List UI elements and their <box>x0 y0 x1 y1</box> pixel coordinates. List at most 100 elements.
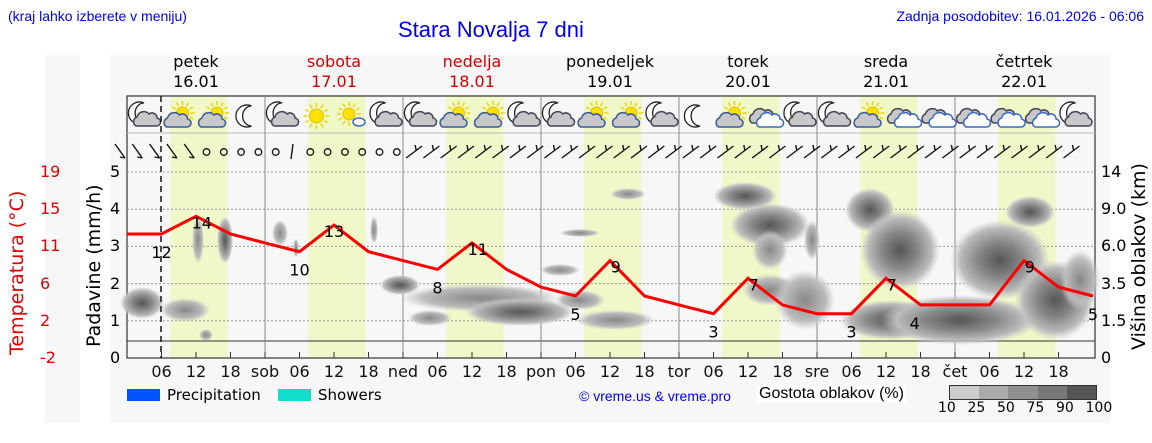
day-date: 17.01 <box>311 72 357 91</box>
day-date: 22.01 <box>1001 72 1047 91</box>
temperature-label: 5 <box>1088 305 1098 324</box>
x-tick-label: tor <box>668 362 691 381</box>
wind-barb-icon <box>699 144 717 159</box>
sun-cloud-icon <box>439 101 471 128</box>
tick-label: 15 <box>40 199 61 219</box>
tick-label: 14 <box>1101 162 1122 181</box>
wind-barb-icon <box>820 144 838 159</box>
moon-cloud-icon <box>127 101 162 127</box>
density-tick-label: 90 <box>1056 400 1074 416</box>
last-updated: Zadnja posodobitev: 16.01.2026 - 06:06 <box>896 8 1144 24</box>
moon-icon <box>683 104 701 128</box>
wind-barb-icon <box>526 144 544 159</box>
wind-barb-icon <box>803 144 821 159</box>
wind-barb-icon <box>578 144 596 159</box>
wind-barb-icon <box>838 144 856 159</box>
moon-cloud-icon <box>783 101 817 127</box>
x-tick-label: 12 <box>600 362 620 381</box>
wind-barbs-row <box>114 143 1080 160</box>
tick-label: 4 <box>110 199 121 219</box>
density-swatch <box>950 386 980 399</box>
tick-label: 6 <box>40 273 51 293</box>
wind-barb-icon <box>254 148 263 156</box>
cloud-density-label: Gostota oblakov (%) <box>757 385 906 403</box>
cloud-white-icon <box>955 107 992 128</box>
temperature-label: 4 <box>910 314 920 333</box>
wind-barb-icon <box>149 143 161 159</box>
density-tick-label: 75 <box>1026 400 1045 416</box>
x-tick-label: 12 <box>876 362 896 381</box>
x-tick-label: 06 <box>427 362 447 381</box>
wind-barb-icon <box>271 148 280 156</box>
sun-cloud-icon <box>197 101 229 128</box>
moon-cloud-icon <box>541 101 576 127</box>
day-header-3: ponedeljek 19.01 <box>541 52 679 92</box>
tick-label: 19 <box>40 162 61 181</box>
tick-label: 9.0 <box>1101 199 1127 219</box>
sun-cloud-icon <box>577 101 609 128</box>
wind-barb-icon <box>509 144 527 159</box>
x-tick-label: 12 <box>1014 362 1034 381</box>
precipitation-legend-label: Precipitation <box>167 386 261 404</box>
sun-cloud-icon <box>473 101 505 128</box>
temperature-label: 14 <box>192 213 212 232</box>
day-header-6: četrtek 22.01 <box>955 52 1093 92</box>
wind-barb-icon <box>440 144 458 159</box>
temperature-label: 7 <box>749 275 759 294</box>
wind-barb-icon <box>1028 144 1046 159</box>
wind-barb-icon <box>786 144 804 159</box>
temp-axis-panel <box>45 55 80 423</box>
density-tick-label: 50 <box>997 400 1015 416</box>
day-date: 19.01 <box>587 72 633 91</box>
wind-barb-icon <box>717 144 734 159</box>
density-tick-label: 25 <box>967 400 986 416</box>
wind-barb-icon <box>959 144 977 159</box>
wind-barb-icon <box>392 148 401 156</box>
wind-barb-icon <box>237 148 246 156</box>
showers-legend-label: Showers <box>318 386 382 404</box>
location-hint[interactable]: (kraj lahko izberete v meniju) <box>8 8 187 24</box>
x-tick-label: 12 <box>738 362 758 381</box>
tick-label: 5 <box>110 162 121 181</box>
x-tick-label: ned <box>388 362 418 381</box>
day-date: 20.01 <box>725 72 771 91</box>
sun-cloud-icon <box>853 101 885 128</box>
temperature-label: 3 <box>846 323 856 342</box>
day-header-0: petek 16.01 <box>127 52 265 92</box>
wind-barb-icon <box>768 144 786 159</box>
wind-barb-icon <box>924 144 942 159</box>
wind-barb-icon <box>630 144 648 159</box>
sun-cloud-icon <box>163 101 195 128</box>
tick-label: 2 <box>40 310 51 330</box>
day-name: petek <box>173 52 219 71</box>
wind-barb-icon <box>1011 144 1029 159</box>
wind-barb-icon <box>544 144 561 159</box>
wind-barb-icon <box>492 144 510 159</box>
tick-label: 3.5 <box>1101 273 1127 293</box>
tick-label: 1.5 <box>1101 310 1127 330</box>
sun-small-cloud-icon <box>337 102 366 127</box>
x-tick-label: 12 <box>462 362 482 381</box>
sun-icon <box>303 103 330 129</box>
tick-label: 1 <box>110 310 121 330</box>
wind-barb-icon <box>734 144 752 159</box>
moon-icon <box>235 104 252 128</box>
copyright-link[interactable]: © vreme.us & vreme.pro <box>579 388 731 404</box>
wind-barb-icon <box>561 144 579 159</box>
wind-barb-icon <box>358 148 367 156</box>
wind-barb-icon <box>422 144 440 159</box>
plot-frame <box>126 95 1096 359</box>
day-date: 21.01 <box>863 72 909 91</box>
moon-cloud-icon <box>369 101 403 127</box>
density-swatch <box>1008 386 1038 399</box>
wind-barb-icon <box>131 143 143 159</box>
moon-cloud-icon <box>817 101 852 127</box>
x-tick-label: 12 <box>324 362 344 381</box>
wind-barb-icon <box>166 143 178 159</box>
x-tick-label: 18 <box>496 362 516 381</box>
tick-label: -2 <box>40 348 56 367</box>
x-tick-label: 06 <box>703 362 723 381</box>
wind-barb-icon <box>682 144 700 159</box>
wind-barb-icon <box>114 143 126 159</box>
wind-barb-icon <box>993 144 1011 159</box>
